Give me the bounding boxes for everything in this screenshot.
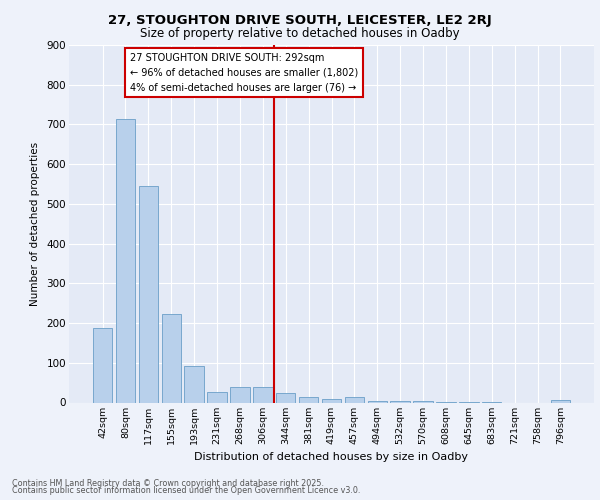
Bar [391, 401, 410, 402]
X-axis label: Distribution of detached houses by size in Oadby: Distribution of detached houses by size … [194, 452, 469, 462]
Bar [551, 400, 570, 402]
Bar [208, 392, 227, 402]
Y-axis label: Number of detached properties: Number of detached properties [29, 142, 40, 306]
Bar [276, 393, 295, 402]
Bar [139, 186, 158, 402]
Bar [322, 398, 341, 402]
Bar [368, 400, 387, 402]
Bar [344, 398, 364, 402]
Text: Contains public sector information licensed under the Open Government Licence v3: Contains public sector information licen… [12, 486, 361, 495]
Bar [93, 328, 112, 402]
Bar [184, 366, 204, 402]
Bar [253, 386, 272, 402]
Bar [116, 119, 135, 403]
Text: 27, STOUGHTON DRIVE SOUTH, LEICESTER, LE2 2RJ: 27, STOUGHTON DRIVE SOUTH, LEICESTER, LE… [108, 14, 492, 27]
Bar [230, 388, 250, 402]
Text: Contains HM Land Registry data © Crown copyright and database right 2025.: Contains HM Land Registry data © Crown c… [12, 478, 324, 488]
Text: 27 STOUGHTON DRIVE SOUTH: 292sqm
← 96% of detached houses are smaller (1,802)
4%: 27 STOUGHTON DRIVE SOUTH: 292sqm ← 96% o… [130, 53, 358, 92]
Text: Size of property relative to detached houses in Oadby: Size of property relative to detached ho… [140, 28, 460, 40]
Bar [161, 314, 181, 402]
Bar [299, 397, 319, 402]
